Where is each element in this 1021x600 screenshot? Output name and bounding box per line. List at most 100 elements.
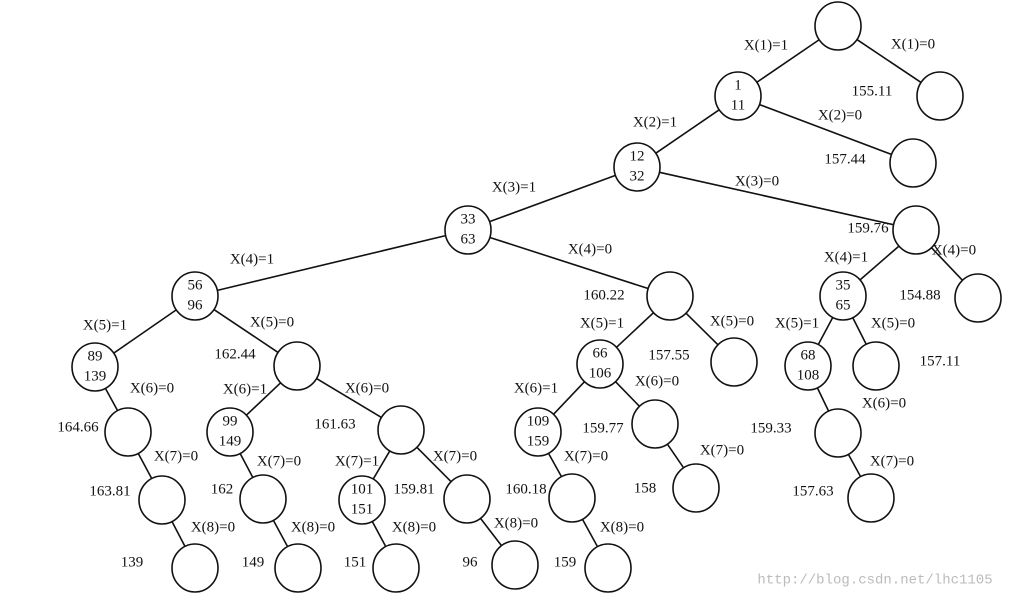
node-text: 96: [188, 297, 204, 313]
edge: [113, 309, 177, 354]
branch-label: X(6)=0: [862, 395, 906, 411]
branch-label: X(5)=0: [250, 314, 294, 330]
node-text: 65: [836, 297, 851, 313]
branch-label: X(7)=0: [257, 453, 301, 469]
node-text: 12: [630, 148, 645, 164]
node: [274, 543, 322, 593]
node-text: 63: [461, 231, 476, 247]
node: [491, 540, 539, 590]
edge: [245, 382, 282, 416]
node-text: 32: [630, 168, 645, 184]
node: [847, 473, 895, 523]
node: [239, 474, 287, 524]
node: [784, 341, 832, 391]
node: [548, 473, 596, 523]
branch-label: X(5)=1: [775, 315, 819, 331]
node: [814, 408, 862, 458]
branch-label: X(2)=1: [633, 114, 677, 130]
branch-label: X(2)=0: [818, 107, 862, 123]
node-text: 159: [527, 433, 550, 449]
node-text: 109: [527, 413, 550, 429]
branch-label: X(7)=0: [433, 448, 477, 464]
cost-label: 159.76: [847, 220, 889, 236]
node: [892, 205, 940, 255]
branch-label: X(6)=1: [223, 381, 267, 397]
edge: [816, 387, 830, 412]
node-text: 56: [188, 277, 204, 293]
edge: [489, 174, 616, 223]
cost-label: 155.11: [852, 83, 893, 99]
node-text: 99: [223, 413, 238, 429]
cost-label: 163.81: [89, 483, 130, 499]
watermark: http://blog.csdn.net/lhc1105: [757, 573, 992, 589]
cost-label: 162: [211, 481, 234, 497]
branch-label: X(7)=0: [154, 448, 198, 464]
node: [814, 1, 862, 51]
node-text: 151: [351, 501, 374, 517]
branch-label: X(6)=1: [514, 380, 558, 396]
branch-label: X(4)=1: [230, 251, 274, 267]
edge: [859, 245, 900, 281]
node: [672, 463, 720, 513]
node-text: 33: [461, 211, 476, 227]
branch-label: X(5)=1: [580, 315, 624, 331]
cost-label: 164.66: [57, 419, 99, 435]
node: [646, 271, 694, 321]
edge: [272, 520, 289, 547]
edge: [847, 454, 862, 477]
branch-label: X(3)=0: [735, 173, 779, 189]
branch-label: X(1)=0: [891, 36, 935, 52]
edges: X(1)=1 X(1)=0 X(2)=1 X(2)=0 X(3)=1 X(3)=0 X(4)…: [83, 36, 976, 548]
node: [71, 342, 119, 392]
edge: [213, 308, 279, 354]
node: [954, 273, 1002, 323]
branch-label: X(6)=0: [345, 380, 389, 396]
branch-label: X(7)=0: [870, 453, 914, 469]
node: [206, 407, 254, 457]
cost-label: 161.63: [314, 416, 355, 432]
node: [613, 142, 661, 192]
node: [338, 475, 386, 525]
node-text: 101: [351, 481, 374, 497]
node: [104, 407, 152, 457]
branch-label: X(5)=0: [710, 313, 754, 329]
cost-label: 139: [121, 554, 144, 570]
edge: [372, 450, 391, 480]
branch-label: X(4)=1: [824, 249, 868, 265]
branch-label: X(8)=0: [191, 519, 235, 535]
edge: [104, 388, 119, 411]
edge: [756, 39, 820, 83]
edge: [614, 381, 641, 407]
node: [631, 399, 679, 449]
edge: [666, 443, 685, 469]
node: [514, 407, 562, 457]
branch-label: X(1)=1: [744, 37, 788, 53]
branch-label: X(8)=0: [494, 515, 538, 531]
node-text: 108: [797, 367, 820, 383]
node: [372, 543, 420, 593]
cost-label: 158: [634, 480, 657, 496]
branch-label: X(3)=1: [492, 179, 536, 195]
node: [819, 271, 867, 321]
edge: [856, 38, 922, 84]
node-text: 68: [801, 347, 816, 363]
edge: [171, 521, 186, 547]
edge: [852, 317, 867, 345]
node: [377, 405, 425, 455]
cost-label: 157.44: [824, 151, 866, 167]
edge: [547, 452, 563, 478]
cost-label: 159.77: [582, 420, 624, 436]
nodes: 111155.111232157.443363159.765696160.223…: [57, 1, 1002, 593]
node: [444, 205, 492, 255]
edge: [371, 521, 387, 547]
edge: [685, 312, 719, 346]
branch-label: X(5)=1: [83, 317, 127, 333]
node: [138, 475, 186, 525]
node-text: 66: [593, 345, 609, 361]
cost-label: 157.11: [920, 353, 961, 369]
node-text: 149: [219, 433, 242, 449]
node: [714, 71, 762, 121]
branch-label: X(4)=0: [932, 242, 976, 258]
node: [273, 341, 321, 391]
